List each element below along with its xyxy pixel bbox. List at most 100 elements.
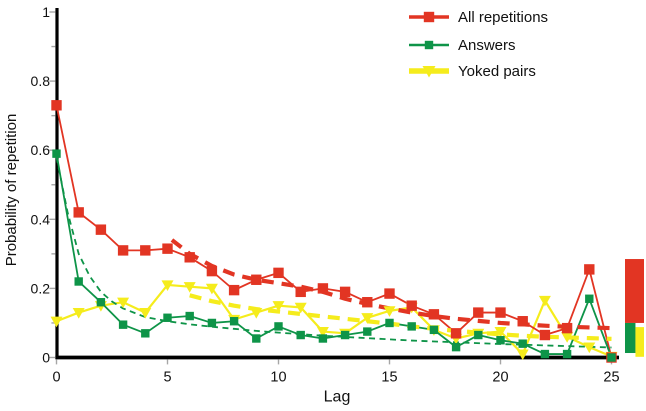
marker-all-repetitions xyxy=(73,207,84,218)
legend-label-answers: Answers xyxy=(458,37,516,54)
legend-marker-yoked-pairs xyxy=(422,66,436,78)
x-tick-label: 5 xyxy=(163,370,171,386)
marker-all-repetitions xyxy=(384,288,395,299)
marker-all-repetitions xyxy=(339,286,351,298)
marker-all-repetitions xyxy=(95,224,107,235)
marker-answers xyxy=(229,317,239,326)
marker-all-repetitions xyxy=(51,100,62,111)
legend-item-yoked-pairs: Yoked pairs xyxy=(409,63,536,80)
marker-all-repetitions xyxy=(140,245,151,256)
y-tick-label: 0.6 xyxy=(31,142,51,158)
marker-answers xyxy=(607,353,616,362)
marker-all-repetitions xyxy=(228,284,240,296)
marker-yoked-pairs xyxy=(316,326,329,338)
y-tick-label: 0.8 xyxy=(31,73,51,89)
marker-answers xyxy=(52,149,61,158)
marker-yoked-pairs xyxy=(117,297,130,309)
marker-answers xyxy=(185,311,194,321)
marker-answers xyxy=(474,330,483,340)
marker-answers xyxy=(496,336,505,345)
x-axis-title: Lag xyxy=(324,389,351,406)
marker-all-repetitions xyxy=(273,267,284,279)
marker-yoked-pairs xyxy=(72,307,85,319)
marker-all-repetitions xyxy=(517,316,528,327)
legend-marker-answers xyxy=(424,40,434,50)
marker-all-repetitions xyxy=(450,328,462,339)
legend-label-yoked-pairs: Yoked pairs xyxy=(458,63,536,80)
marker-yoked-pairs xyxy=(538,295,551,307)
marker-answers xyxy=(585,294,594,303)
marker-all-repetitions xyxy=(162,243,173,254)
legend-item-all-repetitions: All repetitions xyxy=(409,9,548,26)
marker-all-repetitions xyxy=(406,300,417,311)
marker-all-repetitions xyxy=(317,283,329,294)
marker-all-repetitions xyxy=(539,329,551,341)
marker-all-repetitions xyxy=(584,264,595,275)
marker-answers xyxy=(296,330,305,340)
x-tick-label: 20 xyxy=(492,370,508,386)
marker-all-repetitions xyxy=(473,307,484,318)
marker-yoked-pairs xyxy=(50,316,63,328)
marker-all-repetitions xyxy=(251,274,262,285)
marker-all-repetitions xyxy=(206,265,218,277)
endbar-segment-answers xyxy=(625,322,636,354)
marker-all-repetitions xyxy=(495,307,506,318)
legend-marker-all-repetitions xyxy=(423,11,435,23)
marker-answers xyxy=(274,322,283,331)
endbar-segment-yoked-pairs xyxy=(635,327,644,357)
marker-answers xyxy=(562,349,572,359)
marker-yoked-pairs xyxy=(272,301,285,312)
x-tick-label: 0 xyxy=(52,370,60,386)
x-tick-label: 10 xyxy=(270,370,286,386)
marker-yoked-pairs xyxy=(361,313,374,324)
marker-answers xyxy=(540,349,550,359)
x-tick-label: 25 xyxy=(603,370,619,386)
marker-yoked-pairs xyxy=(294,302,307,314)
marker-answers xyxy=(74,277,83,286)
marker-answers xyxy=(96,298,106,307)
marker-answers xyxy=(407,322,416,331)
marker-answers xyxy=(207,318,217,328)
legend-item-answers: Answers xyxy=(409,37,516,54)
marker-answers xyxy=(518,339,527,348)
marker-all-repetitions xyxy=(117,245,129,256)
marker-yoked-pairs xyxy=(516,349,529,361)
marker-all-repetitions xyxy=(362,297,373,308)
marker-answers xyxy=(252,334,261,343)
marker-yoked-pairs xyxy=(561,332,574,343)
marker-answers xyxy=(118,320,128,329)
marker-yoked-pairs xyxy=(250,307,263,319)
y-axis-title: Probability of repetition xyxy=(3,114,20,267)
marker-yoked-pairs xyxy=(161,280,174,291)
marker-yoked-pairs xyxy=(205,283,218,295)
marker-answers xyxy=(163,313,172,322)
marker-all-repetitions xyxy=(295,286,306,298)
marker-answers xyxy=(451,342,461,352)
marker-answers xyxy=(340,330,350,340)
marker-all-repetitions xyxy=(184,252,195,263)
marker-yoked-pairs xyxy=(583,342,596,354)
marker-answers xyxy=(141,329,150,338)
y-tick-label: 0 xyxy=(42,350,50,366)
marker-all-repetitions xyxy=(428,309,440,320)
legend-label-all-repetitions: All repetitions xyxy=(458,9,548,26)
y-tick-label: 1 xyxy=(42,4,50,20)
y-tick-label: 0.2 xyxy=(31,280,51,296)
marker-yoked-pairs xyxy=(383,306,396,317)
marker-all-repetitions xyxy=(561,322,573,334)
marker-answers xyxy=(363,327,372,336)
marker-answers xyxy=(385,318,394,328)
marker-yoked-pairs xyxy=(494,326,507,338)
marker-yoked-pairs xyxy=(183,282,196,293)
y-tick-label: 0.4 xyxy=(31,211,51,227)
marker-answers xyxy=(429,325,439,335)
marker-answers xyxy=(318,334,328,343)
line-answers xyxy=(55,153,613,358)
x-tick-label: 15 xyxy=(381,370,397,386)
trendline-answers xyxy=(55,156,612,349)
endbar-segment-all-repetitions xyxy=(625,259,644,323)
legend: All repetitions Answers Yoked pairs xyxy=(409,9,548,80)
marker-yoked-pairs xyxy=(139,307,152,319)
